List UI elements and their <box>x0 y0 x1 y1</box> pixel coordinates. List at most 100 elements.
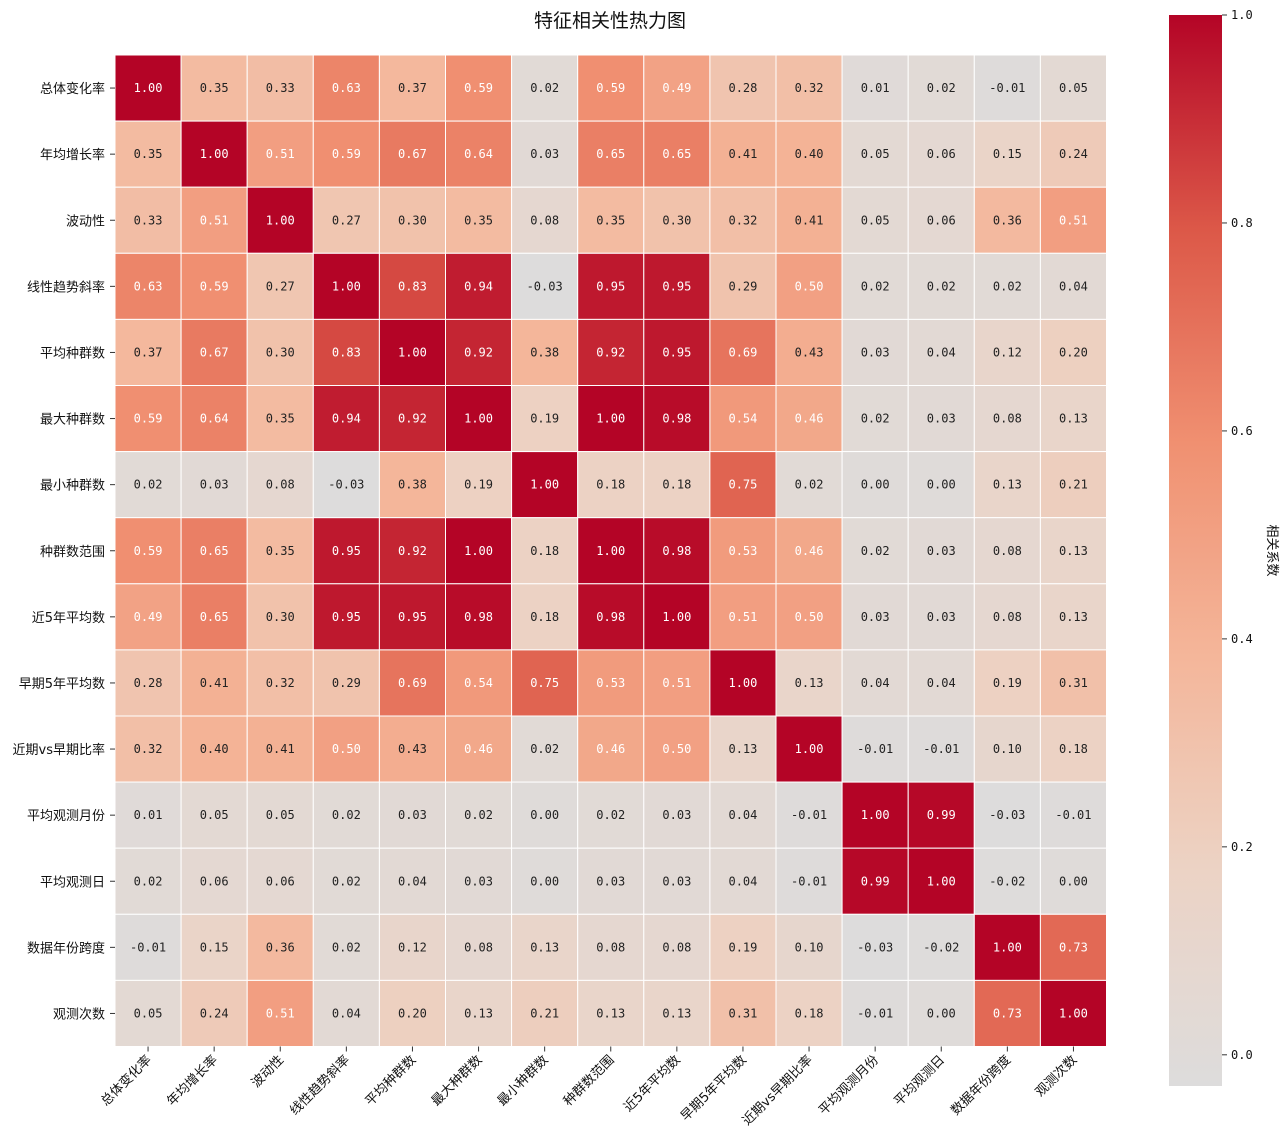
cell-value-label: 0.08 <box>596 940 625 954</box>
cell-value-label: 0.12 <box>398 940 427 954</box>
heatmap-cell <box>445 120 513 188</box>
cell-value-label: 0.35 <box>200 81 229 95</box>
heatmap-cell <box>378 517 446 585</box>
cell-value-label: 0.83 <box>398 279 427 293</box>
cell-value-label: 0.13 <box>1059 412 1088 426</box>
x-tick-label: 近5年平均数 <box>621 1053 683 1115</box>
cell-value-label: 1.00 <box>596 412 625 426</box>
heatmap-cell <box>1039 385 1108 453</box>
heatmap-cell <box>973 715 1041 783</box>
cell-value-label: 0.99 <box>927 808 956 822</box>
cell-value-label: 0.32 <box>795 81 824 95</box>
heatmap-cell <box>643 583 711 651</box>
heatmap-cell <box>643 979 711 1048</box>
heatmap-cell <box>907 517 975 585</box>
cell-value-label: 0.31 <box>1059 676 1088 690</box>
heatmap-cell <box>1039 120 1108 188</box>
heatmap-cell <box>180 252 248 320</box>
heatmap-cell <box>907 120 975 188</box>
cell-value-label: 0.95 <box>662 279 691 293</box>
heatmap-cell <box>246 583 314 651</box>
cell-value-label: 0.10 <box>993 742 1022 756</box>
y-tick-label: 早期5年平均数 <box>19 677 105 692</box>
cell-value-label: 0.41 <box>795 213 824 227</box>
x-tick-label: 平均观测月份 <box>816 1053 882 1119</box>
cell-value-label: 0.40 <box>795 147 824 161</box>
y-tick-label: 近5年平均数 <box>32 611 105 626</box>
heatmap-cell <box>577 649 645 717</box>
x-tick-label: 近期vs早期比率 <box>739 1052 816 1129</box>
colorbar-gradient <box>1169 15 1222 1086</box>
cell-value-label: 0.50 <box>795 279 824 293</box>
cell-value-label: 0.29 <box>728 279 757 293</box>
heatmap-cell <box>709 583 777 651</box>
heatmap-cell <box>841 649 909 717</box>
cell-value-label: 0.00 <box>530 808 559 822</box>
cell-value-label: -0.03 <box>527 279 563 293</box>
cell-value-label: 0.10 <box>795 940 824 954</box>
cell-value-label: 0.02 <box>332 808 361 822</box>
cell-value-label: 0.03 <box>662 874 691 888</box>
heatmap-cell <box>114 715 182 783</box>
cell-value-label: -0.01 <box>791 874 827 888</box>
cell-value-label: 1.00 <box>200 147 229 161</box>
heatmap-cell <box>709 715 777 783</box>
heatmap-cell <box>445 252 513 320</box>
heatmap-cell <box>973 649 1041 717</box>
cell-value-label: 0.19 <box>993 676 1022 690</box>
cell-value-label: 0.00 <box>1059 874 1088 888</box>
y-tick-label: 波动性 <box>66 214 105 229</box>
cell-value-label: 0.08 <box>993 610 1022 624</box>
heatmap-cell <box>1039 847 1108 915</box>
heatmap-cell <box>709 781 777 849</box>
heatmap-cell <box>577 385 645 453</box>
cell-value-label: 0.59 <box>200 279 229 293</box>
heatmap-cell <box>511 649 579 717</box>
heatmap-cell <box>246 517 314 585</box>
x-tick-label: 年均增长率 <box>164 1052 221 1109</box>
heatmap-cell <box>841 318 909 386</box>
cell-value-label: 1.00 <box>134 81 163 95</box>
cell-value-label: 0.04 <box>927 345 956 359</box>
heatmap-cell <box>511 781 579 849</box>
cell-value-label: 0.51 <box>200 213 229 227</box>
heatmap-cell <box>312 913 380 981</box>
heatmap-cell <box>246 54 314 122</box>
cell-value-label: 0.73 <box>1059 940 1088 954</box>
cell-value-label: 0.05 <box>861 147 890 161</box>
heatmap-cell <box>378 715 446 783</box>
cell-value-label: 0.04 <box>728 874 757 888</box>
cell-value-label: 1.00 <box>464 412 493 426</box>
x-tick-label: 早期5年平均数 <box>678 1053 750 1125</box>
heatmap-cell <box>577 781 645 849</box>
y-tick-label: 数据年份跨度 <box>27 940 105 956</box>
cell-value-label: 0.51 <box>728 610 757 624</box>
y-tick-label: 平均种群数 <box>40 346 105 361</box>
cell-value-label: 0.08 <box>993 544 1022 558</box>
cell-value-label: 0.69 <box>398 676 427 690</box>
cell-value-label: 0.49 <box>134 610 163 624</box>
y-tick-label: 最大种群数 <box>40 413 105 428</box>
cell-value-label: 0.00 <box>530 874 559 888</box>
colorbar-ticks: 0.0 0.2 0.4 0.6 0.8 1.0 <box>1222 8 1253 1062</box>
cell-value-label: 0.51 <box>266 147 295 161</box>
heatmap-cell <box>973 252 1041 320</box>
heatmap-cell <box>511 318 579 386</box>
heatmap-cell <box>577 517 645 585</box>
heatmap-cell <box>775 913 843 981</box>
cell-value-label: -0.01 <box>130 940 166 954</box>
heatmap-cell <box>445 54 513 122</box>
cell-value-label: 0.02 <box>993 279 1022 293</box>
heatmap-cell <box>114 54 182 122</box>
heatmap-cell <box>1039 451 1108 519</box>
cell-value-label: 0.46 <box>795 544 824 558</box>
cell-value-label: 0.13 <box>795 676 824 690</box>
cell-value-label: 1.00 <box>266 213 295 227</box>
heatmap-cell <box>577 451 645 519</box>
heatmap-cell <box>643 318 711 386</box>
heatmap-cell <box>973 120 1041 188</box>
cell-value-label: 0.51 <box>266 1006 295 1020</box>
y-tick-label: 年均增长率 <box>40 147 105 163</box>
cell-value-label: 0.24 <box>200 1006 229 1020</box>
cell-value-label: 0.02 <box>530 742 559 756</box>
